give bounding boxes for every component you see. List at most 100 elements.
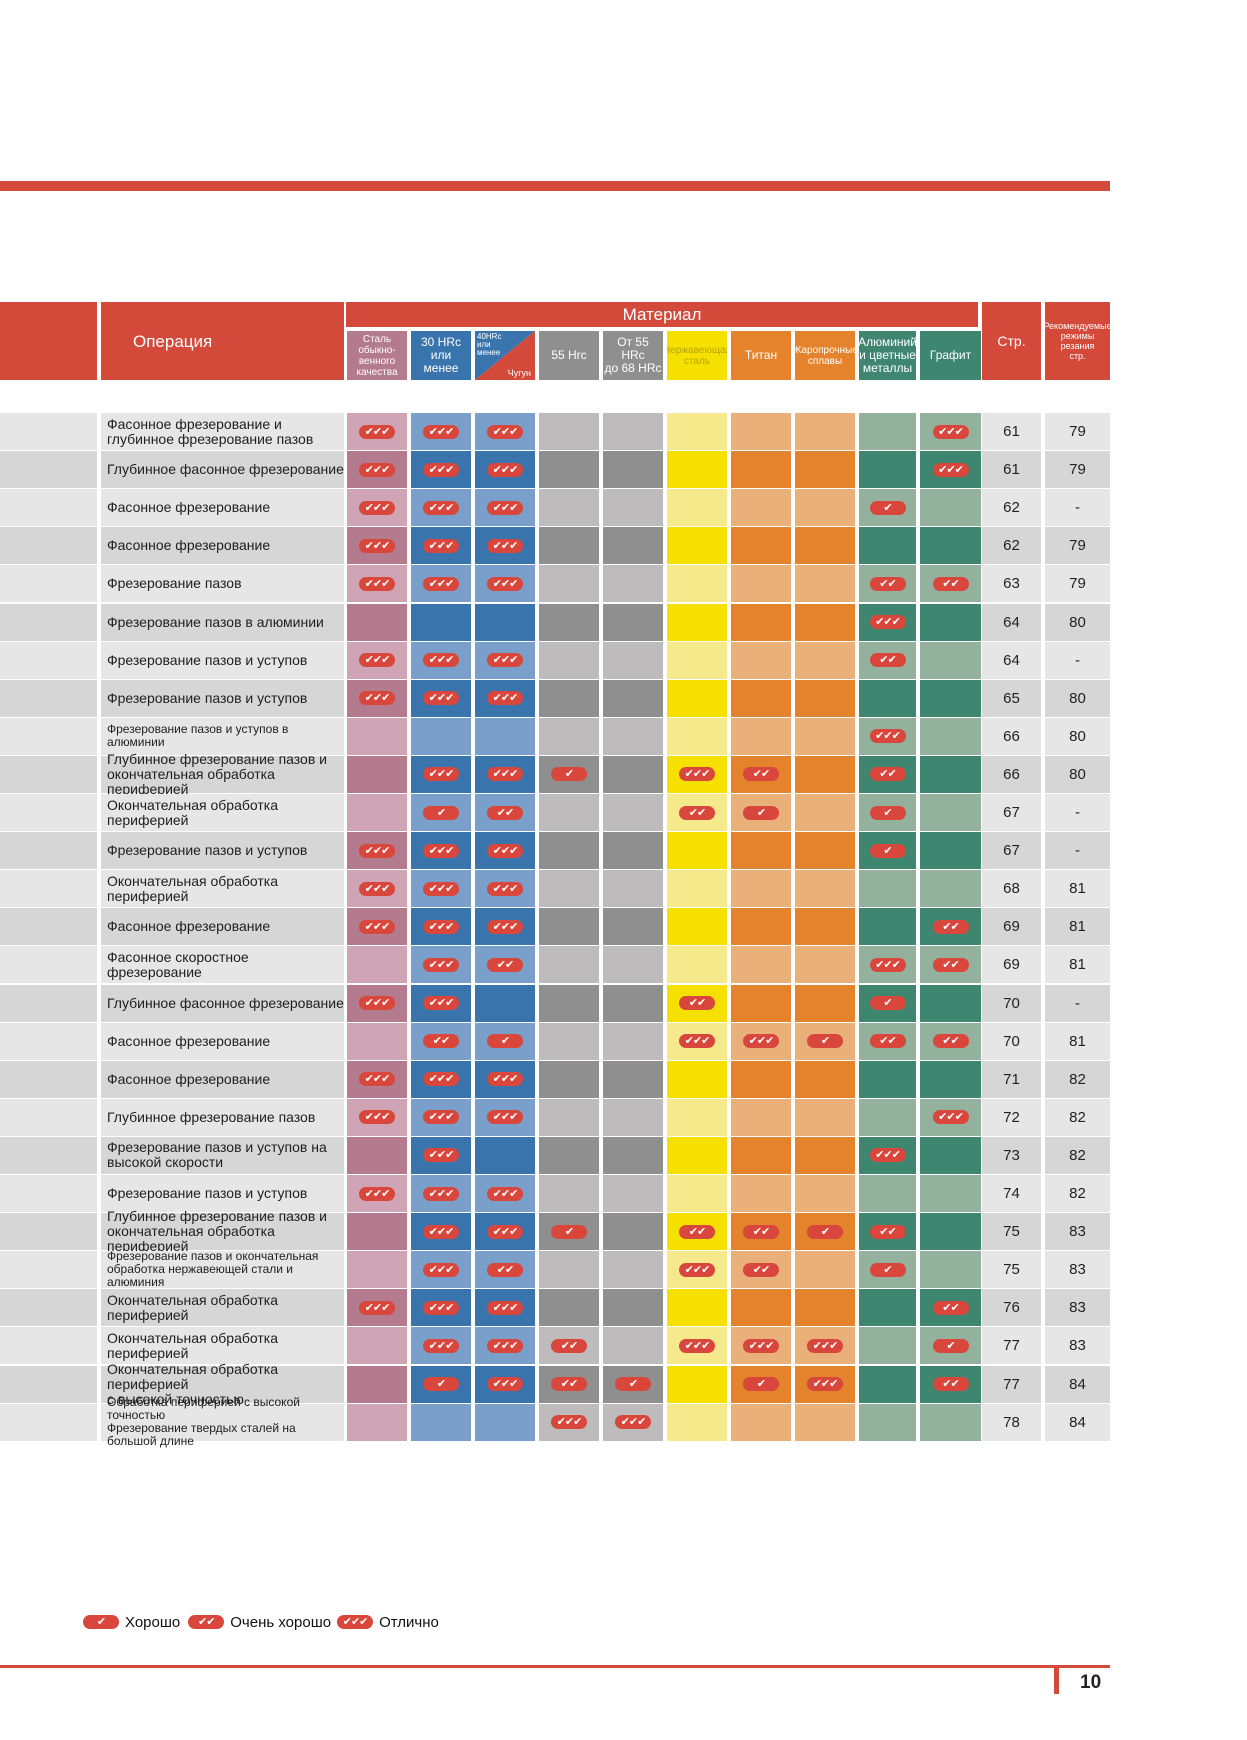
rating-badge-level-3: ✔✔✔	[423, 1300, 459, 1315]
header-operation-block	[101, 302, 344, 380]
rating-cell	[539, 1098, 599, 1136]
recommended-modes-cell: 82	[1045, 1175, 1110, 1213]
rating-badge-level-1: ✔	[869, 996, 906, 1011]
recommended-modes-cell: 82	[1045, 1136, 1110, 1174]
rating-cell	[731, 679, 791, 717]
page-cell: 70	[982, 1022, 1041, 1060]
rating-cell: ✔✔	[731, 1213, 791, 1251]
rating-badge-level-2: ✔✔	[869, 653, 906, 668]
rating-cell	[920, 832, 981, 870]
rating-cell	[475, 984, 535, 1022]
page-cell: 78	[982, 1403, 1041, 1441]
operation-cell: Фасонное скоростное фрезерование	[101, 946, 344, 984]
page-number: 10	[1080, 1672, 1102, 1693]
rating-cell: ✔✔	[667, 984, 727, 1022]
rating-cell: ✔✔✔	[475, 1175, 535, 1213]
rating-cell	[920, 1060, 981, 1098]
rating-badge-level-1: ✔	[869, 1262, 906, 1277]
recommended-modes-cell: 79	[1045, 413, 1110, 451]
rating-badge-level-2: ✔✔	[551, 1377, 587, 1392]
rating-cell: ✔	[411, 1365, 471, 1403]
operation-cell: Фрезерование пазов и уступов на высокой …	[101, 1136, 344, 1174]
rating-badge-level-3: ✔✔✔	[423, 424, 459, 439]
rating-cell	[347, 1022, 407, 1060]
rating-badge-level-3: ✔✔✔	[423, 691, 459, 706]
row-lead-cell	[0, 794, 97, 832]
material-header-0: Сталь обыкно- венного качества	[347, 331, 407, 380]
rating-badge-level-3: ✔✔✔	[423, 919, 459, 934]
rating-cell	[347, 717, 407, 755]
rating-cell	[731, 908, 791, 946]
rating-badge-level-1: ✔	[869, 500, 906, 515]
material-header-1: 30 HRc или менее	[411, 331, 471, 380]
operation-cell: Глубинное фасонное фрезерование	[101, 984, 344, 1022]
rating-cell: ✔✔✔	[347, 870, 407, 908]
rating-cell	[920, 603, 981, 641]
rating-cell	[667, 679, 727, 717]
rating-cell	[603, 755, 663, 793]
operation-cell: Фрезерование пазов и уступов в алюминии	[101, 717, 344, 755]
recommended-modes-cell: 83	[1045, 1289, 1110, 1327]
rating-cell: ✔✔✔	[475, 565, 535, 603]
rating-badge-level-3: ✔✔✔	[807, 1338, 843, 1353]
rating-cell	[667, 527, 727, 565]
recommended-modes-cell: 79	[1045, 565, 1110, 603]
rating-cell: ✔✔✔	[731, 1327, 791, 1365]
rating-cell	[603, 870, 663, 908]
rating-badge-level-3: ✔✔✔	[869, 729, 906, 744]
rating-badge-level-3: ✔✔✔	[487, 1186, 523, 1201]
rating-cell	[539, 1175, 599, 1213]
rating-cell: ✔✔✔	[475, 1365, 535, 1403]
rating-cell	[539, 603, 599, 641]
row-lead-cell	[0, 1136, 97, 1174]
operation-cell: Фасонное фрезерование	[101, 1060, 344, 1098]
rating-cell	[795, 755, 855, 793]
rating-cell: ✔✔	[731, 1251, 791, 1289]
table-row: Фасонное фрезерование ✔✔✔ ✔✔✔ ✔✔✔ 71 82	[0, 1060, 1110, 1098]
rating-cell: ✔✔	[859, 1022, 916, 1060]
rating-cell	[859, 1060, 916, 1098]
row-lead-cell	[0, 527, 97, 565]
rating-cell	[603, 527, 663, 565]
rating-badge-level-2: ✔✔	[743, 767, 779, 782]
rating-badge-level-2: ✔✔	[932, 1034, 969, 1049]
header-lead-block	[0, 302, 97, 380]
rating-cell	[603, 1136, 663, 1174]
rating-cell	[731, 1136, 791, 1174]
rating-cell	[795, 489, 855, 527]
rating-cell	[475, 717, 535, 755]
row-lead-cell	[0, 413, 97, 451]
rating-cell	[603, 1327, 663, 1365]
rating-badge-level-3: ✔✔✔	[423, 843, 459, 858]
page-number-marker	[1054, 1668, 1059, 1694]
rating-badge-level-3: ✔✔✔	[743, 1338, 779, 1353]
rating-cell	[731, 1175, 791, 1213]
rating-cell	[603, 717, 663, 755]
rating-badge-level-3: ✔✔✔	[932, 424, 969, 439]
rating-cell	[411, 717, 471, 755]
rating-badge-level-2: ✔✔	[423, 1034, 459, 1049]
rating-cell: ✔✔	[859, 565, 916, 603]
recommended-modes-cell: 83	[1045, 1213, 1110, 1251]
table-row: Фрезерование пазов в алюминии ✔✔✔ 64 80	[0, 603, 1110, 641]
rating-badge-level-3: ✔✔✔	[359, 1072, 395, 1087]
material-header-5: Нержавеющая сталь	[667, 331, 727, 380]
rating-badge-level-3: ✔✔✔	[487, 1300, 523, 1315]
operation-cell: Фрезерование пазов и окончательная обраб…	[101, 1250, 344, 1289]
rating-badge-level-1: ✔	[807, 1224, 843, 1239]
rating-cell: ✔✔	[859, 755, 916, 793]
rating-cell: ✔✔✔	[795, 1327, 855, 1365]
rating-badge-level-2: ✔✔	[487, 1262, 523, 1277]
rating-cell	[920, 717, 981, 755]
rating-badge-level-3: ✔✔✔	[487, 1377, 523, 1392]
rating-cell	[539, 1136, 599, 1174]
row-lead-cell	[0, 679, 97, 717]
recommended-modes-cell: 81	[1045, 870, 1110, 908]
rating-badge-level-3: ✔✔✔	[359, 691, 395, 706]
row-lead-cell	[0, 1175, 97, 1213]
rating-badge-level-3: ✔✔✔	[423, 1148, 459, 1163]
recommended-modes-cell: 81	[1045, 946, 1110, 984]
rating-cell	[539, 870, 599, 908]
rating-badge-level-3: ✔✔✔	[359, 576, 395, 591]
rating-badge-level-3: ✔✔✔	[359, 462, 395, 477]
